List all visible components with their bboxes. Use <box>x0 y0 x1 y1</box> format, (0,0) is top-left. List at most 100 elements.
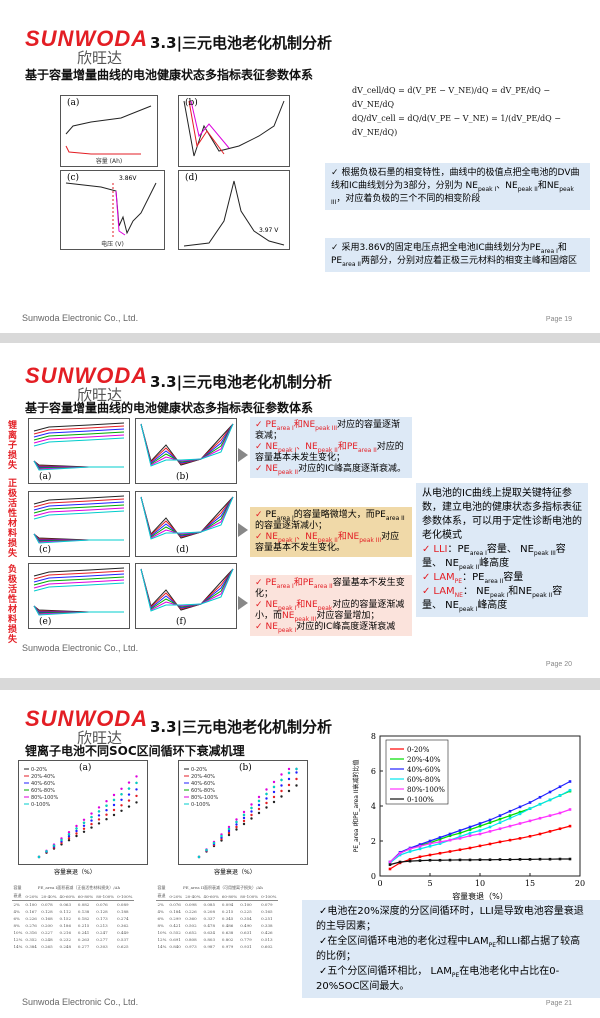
data-point <box>488 830 492 833</box>
data-point <box>568 824 572 828</box>
x-axis-label: 容量衰退（%） <box>452 891 508 901</box>
table-pe-area-2: 容量 PE_area II面积衰减（可用锂离子损失）/Ah 衰退 0-20% 20-40… <box>156 884 278 950</box>
data-point <box>428 844 432 848</box>
data-point <box>448 838 452 842</box>
small-chart: (a) 0-20% 20%-40% 40%-60% 60%-80% 80%-100% 0-1… <box>18 760 148 876</box>
legend <box>385 739 449 805</box>
data-point <box>488 858 492 862</box>
legend-entry: 0-20% <box>31 767 47 773</box>
table-row: 4% 0.184 0.226 0.208 0.215 0.225 0.165 <box>157 909 273 914</box>
legend-entry: 0-100% <box>31 802 51 808</box>
data-point <box>458 829 462 832</box>
side-label-lli: 锂离子损失 <box>8 421 18 471</box>
data-point <box>448 834 452 838</box>
data-point <box>478 858 482 862</box>
slide-title: 3.3|三元电池老化机制分析 <box>150 373 333 391</box>
data-point <box>518 858 522 861</box>
data-point <box>448 858 452 862</box>
panel-label: (a) <box>39 472 52 482</box>
data-point <box>558 827 562 831</box>
legend-entry: 20%-40% <box>31 774 55 780</box>
side-label-lam-pe: 正极活性材料损失 <box>8 479 18 559</box>
formula: dV_cell/dQ = d(V_PE − V_NE)/dQ = dV_PE/d… <box>352 86 561 137</box>
data-point <box>498 840 502 844</box>
data-point <box>538 802 542 806</box>
legend-entry: 0-20% <box>407 746 430 754</box>
panel-label: (e) <box>39 617 52 627</box>
data-point <box>458 858 462 862</box>
panel-label: (d) <box>176 545 189 555</box>
ratio-line-chart: 0 5 10 15 20 0 2 4 6 8 容量衰退（%） PE_area I和PE_area II… <box>352 732 585 901</box>
data-point <box>468 828 472 831</box>
table-row: 10% 0.316 0.227 0.216 0.241 0.247 0.449 <box>13 930 129 935</box>
data-point <box>408 858 412 861</box>
y-axis-label: PE_area I和PE_area II衰减的比值 <box>352 760 360 853</box>
data-point <box>408 850 412 853</box>
legend-entry: 40%-60% <box>31 781 55 787</box>
bullet-item: ✓ PEarea I和NEpeak III对应的容量逐渐衰减； <box>255 420 401 441</box>
data-point <box>458 837 462 840</box>
legend-entry: 20%-40% <box>191 774 215 780</box>
data-point <box>478 844 482 848</box>
legend-entry: 40%-60% <box>407 766 441 774</box>
table-row: 6% 0.299 0.360 0.337 0.345 0.354 0.251 <box>157 916 273 921</box>
data-point <box>398 851 402 855</box>
data-point <box>428 858 432 862</box>
data-point <box>568 788 572 792</box>
finding-box-lam-ne: ✓ PEarea I和PEarea II容量基本不发生变化； ✓ NEpeak I和N… <box>250 575 412 636</box>
y-tick-label: 4 <box>371 802 376 811</box>
bullet-box-2: ✓ 采用3.86V的固定电压点把全电池IC曲线划分为PEarea I和PEarea… <box>325 238 590 272</box>
data-point <box>458 848 462 852</box>
data-point <box>498 821 502 824</box>
data-point <box>538 857 542 861</box>
figure-panel: (b) <box>135 418 237 484</box>
arrow-icon <box>238 448 248 462</box>
bullet-item: ✓电池在20%深度的分区间循环时，LLI是导致电池容量衰退的主导因素； <box>316 906 584 932</box>
slide-title: 3.3|三元电池老化机制分析 <box>150 34 333 52</box>
summary-item: ✓ LAMNE： NEpeak I和NEpeak II容量、 NEpeak I峰高… <box>422 586 563 613</box>
y-tick-label: 2 <box>371 837 376 846</box>
table-pe-area-1: 容量 PE_area I面积衰减（正极活性材料损失）/Ah 衰退 0-20% 20-40… <box>12 884 134 950</box>
data-point <box>558 811 562 815</box>
side-label-lam-ne: 负极活性材料损失 <box>8 565 18 645</box>
data-point <box>408 859 412 863</box>
data-point <box>388 863 392 866</box>
panel-label: (b) <box>185 98 198 108</box>
x-tick-label: 15 <box>525 879 535 888</box>
footer: Sunwoda Electronic Co., Ltd. <box>22 313 139 323</box>
table-row: 8% 0.421 0.502 0.478 0.486 0.490 0.338 <box>157 923 273 928</box>
data-point <box>548 857 552 861</box>
data-point <box>528 858 532 861</box>
panel-label: (b) <box>239 763 252 773</box>
slide-subtitle: 基于容量增量曲线的电池健康状态多指标表征参数体系 <box>25 401 314 415</box>
series-line-80%-100% <box>389 808 571 863</box>
slide-subtitle: 锂离子电池不同SOC区间循环下衰减机理 <box>25 744 245 758</box>
data-point <box>428 839 432 843</box>
summary-box: 从电池的IC曲线上提取关键特征参数，建立电池的健康状态多指标表征参数体系，可以用… <box>416 483 588 617</box>
slide-20: SUNWODA 欣旺达 3.3|三元电池老化机制分析 基于容量增量曲线的电池健康状… <box>0 343 600 678</box>
data-point <box>558 857 562 861</box>
data-point <box>568 857 572 861</box>
legend-entry: 0-20% <box>191 767 207 773</box>
data-point <box>548 830 552 833</box>
legend-entry: 0-100% <box>407 796 434 804</box>
x-tick-label: 0 <box>377 879 382 888</box>
data-point <box>538 816 542 820</box>
data-point <box>498 858 502 861</box>
data-point <box>488 842 492 846</box>
data-point <box>418 843 422 846</box>
legend-entry: 40%-60% <box>191 781 215 787</box>
data-point <box>438 858 442 862</box>
data-point <box>418 855 422 859</box>
finding-box-lam-pe: ✓ PEarea I的容量略微增大，而PEarea II的容量逐渐减小； ✓ NEpe… <box>250 507 412 557</box>
data-point <box>488 818 492 822</box>
data-point <box>498 817 502 821</box>
logo: SUNWODA 欣旺达 <box>25 706 149 747</box>
figure-a: (a) 容量 (Ah) <box>60 95 158 167</box>
data-point <box>518 837 522 840</box>
data-point <box>518 805 522 809</box>
figure-panel: (d) <box>135 491 237 557</box>
figure-panel: (e) <box>28 563 130 629</box>
data-point <box>478 824 482 828</box>
voltage-annotation: 3.97 V <box>259 227 279 234</box>
